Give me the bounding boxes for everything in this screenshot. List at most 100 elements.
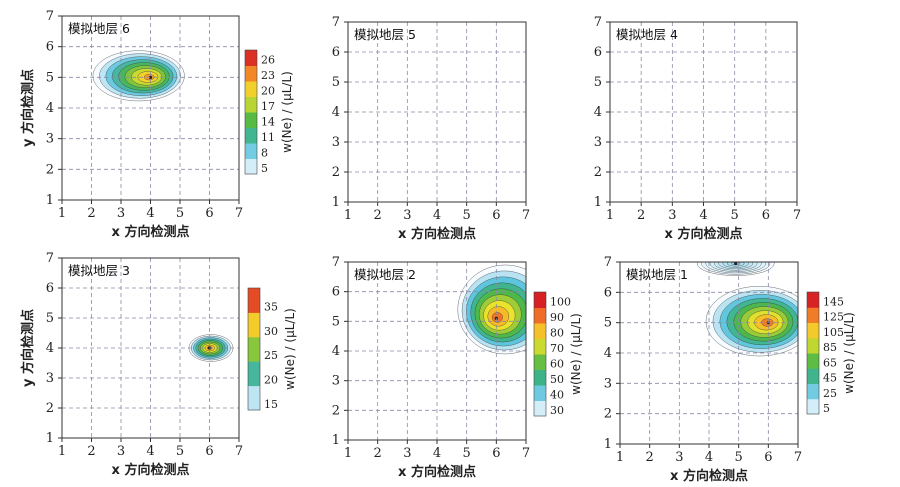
y-tick-label: 5 (594, 75, 602, 90)
panel-title: 模拟地层 6 (68, 21, 130, 36)
y-tick-label: 5 (46, 70, 54, 85)
x-tick-label: 1 (344, 446, 352, 461)
colorbar-tick-label: 23 (261, 69, 275, 82)
y-tick-label: 4 (332, 344, 340, 359)
x-axis-label: x 方向检测点 (670, 468, 748, 484)
colorbar-swatch (807, 337, 819, 354)
x-tick-label: 4 (705, 450, 713, 465)
colorbar-tick-label: 5 (261, 162, 268, 175)
colorbar-frame (806, 291, 820, 415)
y-tick-label: 2 (46, 401, 54, 416)
colorbar-swatch (807, 398, 819, 415)
colorbar-tick-label: 14 (261, 116, 275, 129)
y-tick-label: 1 (594, 195, 602, 210)
colorbar-swatch (248, 361, 260, 387)
colorbar-swatch (534, 323, 546, 339)
x-tick-label: 5 (463, 208, 471, 223)
y-axis-label: y 方向检测点 (20, 309, 36, 387)
x-tick-label: 2 (87, 444, 95, 459)
peak-marker (734, 262, 738, 266)
x-tick-label: 2 (637, 208, 645, 223)
x-tick-label: 7 (235, 444, 243, 459)
x-tick-label: 4 (433, 446, 441, 461)
colorbar-swatch (534, 354, 546, 370)
chart-panel-5: 1 2 3 4 5 6 7 1 2 3 4 5 6 7 模拟地层 2 x 方向检测点 30 40 50 60 70 80 9… (332, 255, 583, 480)
colorbar-swatch (534, 307, 546, 324)
x-tick-label: 7 (235, 206, 243, 221)
y-tick-label: 5 (604, 316, 612, 331)
colorbar-swatch (245, 127, 257, 144)
y-tick-label: 4 (46, 341, 54, 356)
x-axis-label: x 方向检测点 (398, 226, 476, 242)
y-tick-label: 1 (332, 433, 340, 448)
x-tick-label: 7 (794, 450, 802, 465)
y-tick-label: 7 (332, 15, 340, 30)
y-tick-label: 3 (604, 376, 612, 391)
colorbar-tick-label: 35 (264, 300, 278, 313)
x-tick-label: 2 (374, 208, 382, 223)
colorbar-swatch (245, 158, 257, 175)
x-tick-label: 1 (616, 450, 624, 465)
panel-title: 模拟地层 3 (68, 263, 130, 278)
colorbar-swatch (807, 322, 819, 339)
y-tick-label: 4 (604, 346, 612, 361)
colorbar-tick-label: 30 (550, 404, 564, 417)
colorbar-tick-label: 145 (823, 295, 844, 308)
colorbar-tick-label: 105 (823, 326, 844, 339)
colorbar-swatch (807, 307, 819, 323)
y-tick-label: 3 (46, 132, 54, 147)
y-tick-label: 6 (46, 281, 54, 296)
colorbar-swatch (248, 288, 260, 313)
x-tick-label: 2 (374, 446, 382, 461)
y-tick-label: 3 (332, 374, 340, 389)
y-tick-label: 1 (46, 431, 54, 446)
colorbar-tick-label: 30 (264, 325, 278, 338)
colorbar-tick-label: 90 (550, 311, 564, 324)
y-tick-label: 6 (332, 45, 340, 60)
x-tick-label: 6 (205, 444, 213, 459)
colorbar-swatch (245, 65, 257, 82)
colorbar-tick-label: 5 (823, 402, 830, 415)
colorbar-swatch (248, 336, 260, 362)
x-tick-label: 6 (205, 206, 213, 221)
x-tick-label: 5 (735, 450, 743, 465)
x-axis-label: x 方向检测点 (665, 226, 743, 242)
x-tick-label: 3 (117, 206, 125, 221)
panel-title: 模拟地层 1 (626, 267, 688, 282)
colorbar-tick-label: 26 (261, 54, 275, 67)
colorbar-tick-label: 20 (264, 374, 278, 387)
y-tick-label: 7 (604, 255, 612, 270)
y-tick-label: 4 (332, 105, 340, 120)
x-tick-label: 4 (699, 208, 707, 223)
x-tick-label: 7 (793, 208, 801, 223)
panel-title: 模拟地层 5 (354, 27, 416, 42)
y-tick-label: 7 (594, 15, 602, 30)
colorbar-swatch (245, 143, 257, 159)
y-tick-label: 6 (332, 285, 340, 300)
x-tick-label: 2 (87, 206, 95, 221)
x-tick-label: 5 (176, 444, 184, 459)
peak-marker (148, 75, 153, 79)
colorbar-swatch (245, 50, 257, 66)
contour-layer (696, 262, 798, 357)
x-tick-label: 6 (764, 450, 772, 465)
y-tick-label: 2 (604, 407, 612, 422)
colorbar: 5 8 11 14 17 20 23 26 w(Ne) / (μL/L) (244, 49, 294, 175)
colorbar-tick-label: 25 (264, 349, 278, 362)
plot-area (348, 22, 526, 202)
panel-title: 模拟地层 2 (354, 267, 416, 282)
colorbar-swatch (245, 112, 257, 128)
x-tick-label: 1 (58, 206, 66, 221)
y-tick-label: 1 (332, 195, 340, 210)
chart-panel-4: 1 2 3 4 5 6 7 1 2 3 4 5 6 7 模拟地层 3 x 方向检测点 y 方向检测点 15 20 25… (20, 251, 297, 478)
colorbar-tick-label: 60 (550, 358, 564, 371)
x-tick-label: 3 (117, 444, 125, 459)
x-tick-label: 5 (176, 206, 184, 221)
colorbar-label: w(Ne) / (μL/L) (569, 313, 583, 395)
y-tick-label: 2 (332, 165, 340, 180)
y-tick-label: 5 (332, 314, 340, 329)
y-tick-label: 7 (46, 9, 54, 24)
colorbar-label: w(Ne) / (μL/L) (283, 308, 297, 390)
